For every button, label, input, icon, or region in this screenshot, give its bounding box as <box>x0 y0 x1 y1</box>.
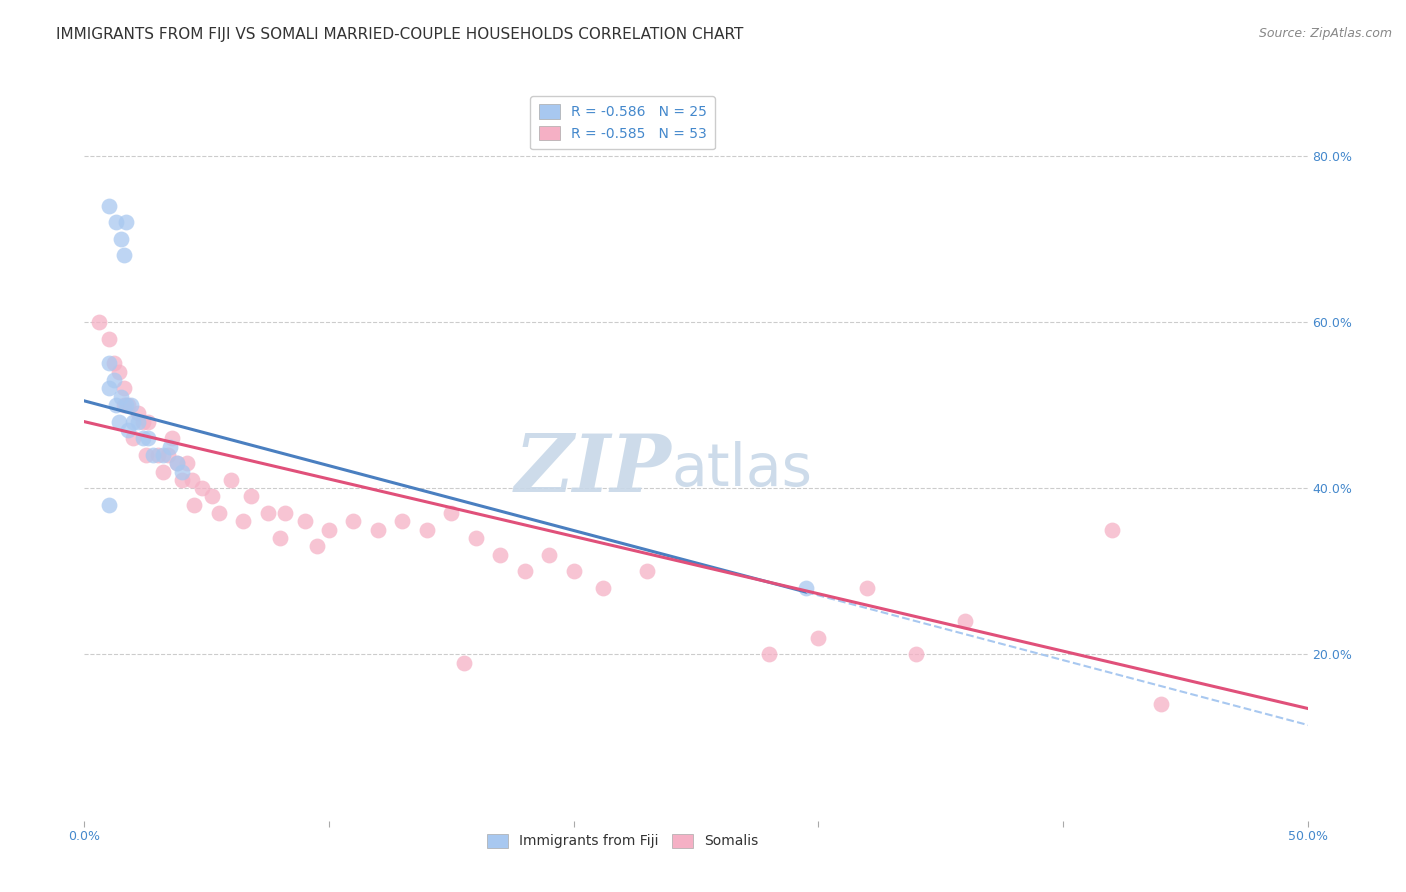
Point <box>136 415 159 429</box>
Point <box>127 415 149 429</box>
Point <box>103 356 125 370</box>
Point <box>183 498 205 512</box>
Point <box>489 548 512 562</box>
Point <box>318 523 340 537</box>
Point <box>367 523 389 537</box>
Point <box>105 215 128 229</box>
Point <box>794 581 817 595</box>
Point <box>152 448 174 462</box>
Point <box>122 415 145 429</box>
Point <box>1150 698 1173 712</box>
Point <box>562 564 585 578</box>
Point <box>953 614 976 628</box>
Point <box>172 465 194 479</box>
Point <box>115 398 138 412</box>
Point <box>122 431 145 445</box>
Point <box>440 506 463 520</box>
Point <box>232 515 254 529</box>
Point <box>416 523 439 537</box>
Point <box>107 365 129 379</box>
Text: ZIP: ZIP <box>515 431 672 508</box>
Point <box>274 506 297 520</box>
Point <box>107 415 129 429</box>
Point <box>181 473 204 487</box>
Point <box>112 398 135 412</box>
Point <box>110 390 132 404</box>
Point <box>191 481 214 495</box>
Point <box>342 515 364 529</box>
Point <box>127 406 149 420</box>
Point <box>538 548 561 562</box>
Point <box>257 506 280 520</box>
Point <box>513 564 536 578</box>
Point <box>219 473 242 487</box>
Point <box>176 456 198 470</box>
Point <box>636 564 658 578</box>
Point <box>117 423 139 437</box>
Point <box>132 415 155 429</box>
Point <box>856 581 879 595</box>
Point <box>87 315 110 329</box>
Point <box>105 398 128 412</box>
Point <box>294 515 316 529</box>
Point <box>97 381 120 395</box>
Text: atlas: atlas <box>672 441 813 498</box>
Point <box>120 398 142 412</box>
Point <box>110 232 132 246</box>
Point <box>146 448 169 462</box>
Point <box>112 248 135 262</box>
Point <box>200 490 222 504</box>
Point <box>159 440 181 454</box>
Point <box>156 448 179 462</box>
Point <box>592 581 614 595</box>
Point <box>97 356 120 370</box>
Point <box>132 431 155 445</box>
Point <box>97 332 120 346</box>
Point <box>166 456 188 470</box>
Point <box>162 431 184 445</box>
Point <box>453 656 475 670</box>
Point <box>152 465 174 479</box>
Point <box>391 515 413 529</box>
Point <box>135 448 157 462</box>
Point <box>136 431 159 445</box>
Point <box>464 531 486 545</box>
Point <box>142 448 165 462</box>
Point <box>905 648 928 662</box>
Point <box>97 498 120 512</box>
Point <box>103 373 125 387</box>
Point <box>166 456 188 470</box>
Point <box>208 506 231 520</box>
Point <box>172 473 194 487</box>
Point <box>305 539 328 553</box>
Point <box>97 198 120 212</box>
Text: Source: ZipAtlas.com: Source: ZipAtlas.com <box>1258 27 1392 40</box>
Legend: Immigrants from Fiji, Somalis: Immigrants from Fiji, Somalis <box>481 828 763 854</box>
Point <box>807 631 830 645</box>
Point <box>1101 523 1123 537</box>
Text: IMMIGRANTS FROM FIJI VS SOMALI MARRIED-COUPLE HOUSEHOLDS CORRELATION CHART: IMMIGRANTS FROM FIJI VS SOMALI MARRIED-C… <box>56 27 744 42</box>
Point <box>112 381 135 395</box>
Point <box>758 648 780 662</box>
Point <box>117 398 139 412</box>
Point <box>115 215 138 229</box>
Point <box>269 531 291 545</box>
Point <box>239 490 262 504</box>
